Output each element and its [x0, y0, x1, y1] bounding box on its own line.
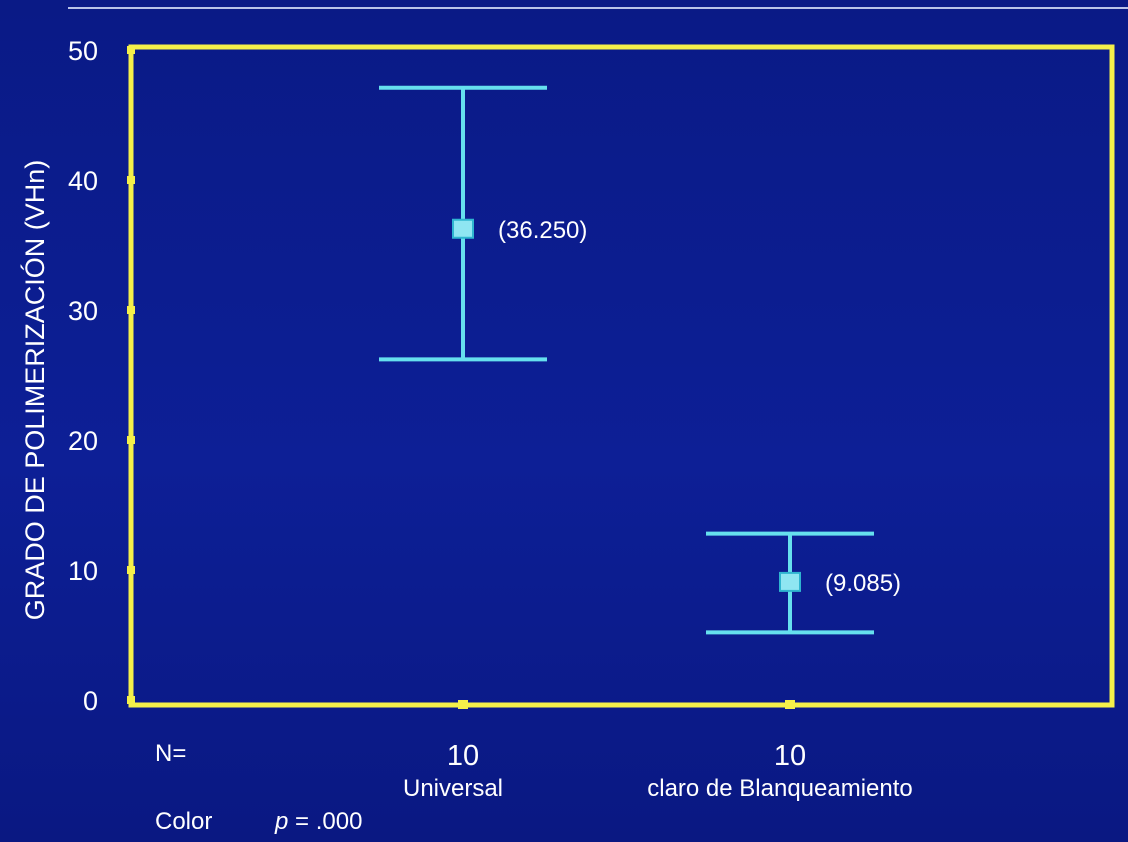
y-axis-label: GRADO DE POLIMERIZACIÓN (VHn): [19, 160, 50, 621]
y-tick-mark: [127, 696, 135, 704]
x-tick-mark: [458, 700, 468, 709]
color-label: Color: [155, 808, 213, 835]
y-tick-label: 30: [68, 296, 98, 326]
y-tick-label: 0: [83, 686, 98, 716]
plot-frame: [128, 44, 1115, 708]
data-labels: (36.250) (9.085): [498, 217, 901, 597]
n-label: N=: [155, 740, 187, 767]
y-tick-label: 10: [68, 556, 98, 586]
y-tick-label: 40: [68, 166, 98, 196]
mean-data-label: (9.085): [825, 570, 901, 597]
n-value: 10: [774, 740, 806, 772]
y-tick-mark: [127, 176, 135, 184]
y-tick-mark: [127, 436, 135, 444]
y-tick-label: 50: [68, 36, 98, 66]
x-tick-mark: [785, 700, 795, 709]
p-value-text: = .000: [288, 808, 363, 835]
x-axis: 10 Universal 10 claro de Blanqueamiento: [403, 700, 913, 802]
mean-marker: [779, 571, 801, 592]
y-tick-mark: [127, 566, 135, 574]
y-tick-mark: [127, 306, 135, 314]
p-value: p = .000: [275, 808, 362, 836]
n-value: 10: [447, 740, 479, 772]
error-bars: [379, 85, 874, 635]
y-tick-label: 20: [68, 426, 98, 456]
y-axis: 0 10 20 30 40 50: [68, 36, 135, 716]
mean-marker: [452, 218, 474, 239]
y-tick-mark: [127, 46, 135, 54]
p-symbol: p: [275, 808, 289, 835]
mean-data-label: (36.250): [498, 217, 587, 244]
x-tick-label: claro de Blanqueamiento: [647, 775, 913, 802]
x-tick-label: Universal: [403, 775, 503, 802]
